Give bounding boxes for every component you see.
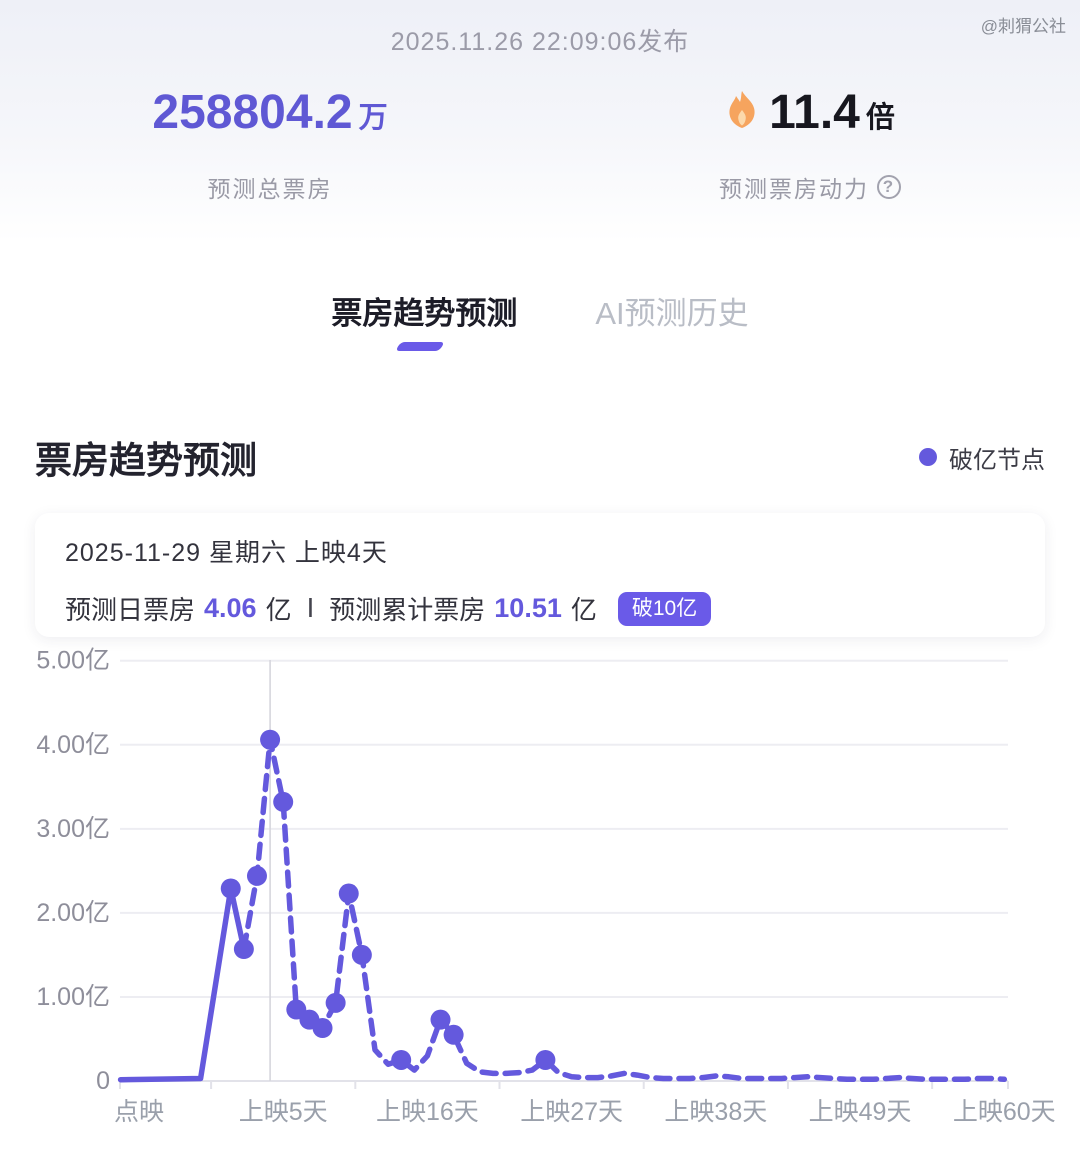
- milestone-point[interactable]: [220, 878, 241, 899]
- milestone-legend: 破亿节点: [919, 440, 1045, 475]
- milestone-point[interactable]: [430, 1009, 451, 1030]
- x-axis-tick: 点映: [114, 1098, 164, 1126]
- milestone-point[interactable]: [535, 1049, 556, 1070]
- cume-unit: 亿: [570, 595, 597, 625]
- momentum-unit: 倍: [865, 102, 895, 134]
- section-header: 票房趋势预测 破亿节点: [35, 430, 1045, 484]
- cume-value: 10.51: [494, 593, 562, 623]
- milestone-point[interactable]: [233, 939, 254, 960]
- publish-timestamp: 2025.11.26 22:09:06发布: [390, 28, 690, 56]
- value-separator: Ⅰ: [306, 593, 315, 623]
- watermark-label: @刺猬公社: [980, 17, 1066, 36]
- y-axis-tick: 3.00亿: [36, 815, 110, 843]
- milestone-badge: 破10亿: [617, 591, 712, 626]
- x-axis-tick: 上映38天: [664, 1098, 767, 1126]
- milestone-point[interactable]: [325, 992, 346, 1013]
- y-axis-tick: 1.00亿: [36, 983, 110, 1011]
- y-axis-tick: 2.00亿: [36, 899, 110, 927]
- milestone-point[interactable]: [391, 1049, 412, 1070]
- milestone-point[interactable]: [273, 791, 294, 812]
- total-box-office-stat: 258804.2 万 预测总票房: [0, 78, 540, 204]
- x-axis-tick: 上映27天: [520, 1098, 623, 1126]
- x-axis-tick: 上映5天: [239, 1098, 328, 1126]
- daily-unit: 亿: [265, 595, 292, 625]
- milestone-point[interactable]: [260, 729, 281, 750]
- y-axis-tick: 4.00亿: [36, 731, 110, 759]
- x-axis-tick: 上映60天: [953, 1098, 1056, 1126]
- trend-chart[interactable]: 0 1.00亿 2.00亿 3.00亿 4.00亿 5.00亿点映 上映5天 上映16天 上映2…: [0, 640, 1080, 1164]
- x-axis-tick: 上映49天: [809, 1098, 912, 1126]
- help-icon[interactable]: ?: [877, 175, 901, 199]
- cume-label: 预测累计票房: [329, 595, 486, 625]
- legend-label: 破亿节点: [949, 446, 1045, 474]
- total-box-office-unit: 万: [358, 102, 388, 134]
- section-title: 票房趋势预测: [35, 440, 257, 481]
- daily-label: 预测日票房: [65, 595, 196, 625]
- daily-value: 4.06: [204, 593, 257, 623]
- milestone-point[interactable]: [246, 865, 267, 886]
- tab-ai-history[interactable]: AI预测历史: [595, 296, 749, 331]
- momentum-stat: 11.4 倍 预测票房动力 ?: [540, 78, 1080, 204]
- selected-date-line: 2025-11-29 星期六 上映4天: [65, 539, 388, 567]
- tab-trend-prediction[interactable]: 票房趋势预测: [331, 288, 517, 351]
- x-axis-tick: 上映16天: [376, 1098, 479, 1126]
- momentum-value: 11.4: [769, 86, 860, 139]
- y-axis-tick: 5.00亿: [36, 647, 110, 675]
- flame-icon: [729, 91, 755, 128]
- legend-dot-icon: [919, 448, 937, 466]
- milestone-point[interactable]: [312, 1018, 333, 1039]
- total-box-office-label: 预测总票房: [207, 176, 333, 202]
- milestone-point[interactable]: [443, 1024, 464, 1045]
- total-box-office-value: 258804.2: [152, 86, 353, 139]
- milestone-point[interactable]: [338, 883, 359, 904]
- milestone-point[interactable]: [351, 944, 372, 965]
- summary-stats: 258804.2 万 预测总票房 11.4 倍 预测票房动力 ?: [0, 78, 1080, 204]
- tab-bar: 票房趋势预测 AI预测历史: [0, 288, 1080, 351]
- active-tab-underline: [395, 342, 446, 351]
- prediction-values-line: 预测日票房 4.06 亿 Ⅰ 预测累计票房 10.51 亿 破10亿: [65, 590, 1015, 627]
- momentum-label: 预测票房动力: [719, 176, 869, 202]
- header-panel: 2025.11.26 22:09:06发布 @刺猬公社 258804.2 万 预…: [0, 0, 1080, 242]
- selected-day-card: 2025-11-29 星期六 上映4天 预测日票房 4.06 亿 Ⅰ 预测累计票…: [35, 513, 1045, 637]
- y-axis-tick: 0: [96, 1067, 110, 1095]
